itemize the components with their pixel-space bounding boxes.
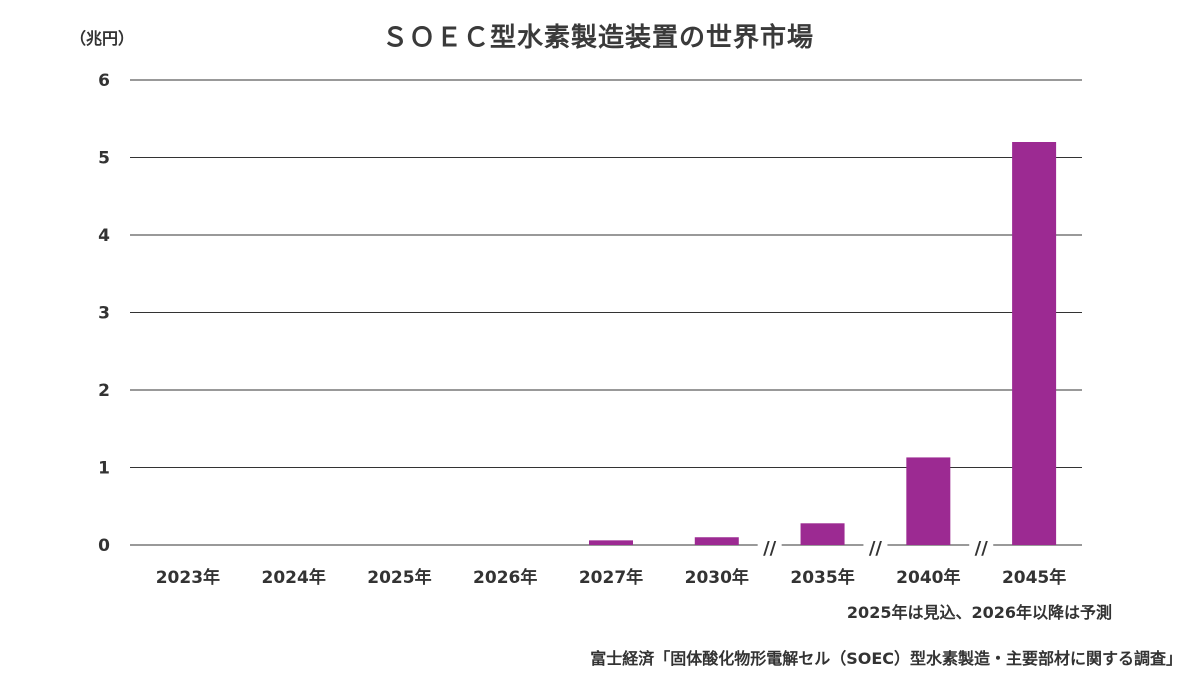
gridlines (130, 79, 1082, 546)
y-tick-label: 4 (98, 226, 110, 246)
y-axis-unit-label: （兆円） (70, 29, 134, 48)
x-tick-label: 2027年 (579, 567, 643, 588)
bars (589, 142, 1057, 545)
y-tick-label: 2 (98, 381, 110, 401)
forecast-note: 2025年は見込、2026年以降は予測 (847, 603, 1112, 622)
x-tick-label: 2040年 (896, 567, 960, 588)
axis-break-mark: // (869, 538, 883, 559)
y-tick-labels: 0 1 2 3 4 5 6 (98, 71, 110, 556)
x-tick-label: 2024年 (262, 567, 326, 588)
bar (906, 457, 951, 545)
axis-break-gap (969, 539, 994, 551)
bar (589, 540, 633, 545)
x-tick-label: 2035年 (790, 567, 854, 588)
y-tick-label: 6 (98, 71, 110, 91)
y-tick-label: 5 (98, 149, 110, 169)
axis-breaks: // // // (757, 538, 994, 559)
x-tick-labels: 2023年 2024年 2025年 2026年 2027年 2030年 2035年 2040年… (156, 567, 1067, 588)
x-tick-label: 2023年 (156, 567, 220, 588)
x-tick-label: 2026年 (473, 567, 537, 588)
y-tick-label: 3 (98, 304, 110, 324)
x-tick-label: 2030年 (685, 567, 749, 588)
source-citation: 富士経済「固体酸化物形電解セル（SOEC）型水素製造・主要部材に関する調査」 (590, 649, 1182, 668)
bar (694, 537, 739, 545)
x-tick-label: 2025年 (367, 567, 431, 588)
axis-break-mark: // (763, 538, 777, 559)
y-tick-label: 1 (98, 459, 110, 479)
y-tick-label: 0 (98, 536, 110, 556)
bar (1012, 142, 1057, 545)
axis-break-gap (757, 539, 782, 551)
axis-break-gap (863, 539, 888, 551)
bar (800, 523, 845, 545)
chart-title: ＳＯＥＣ型水素製造装置の世界市場 (382, 22, 814, 53)
axis-break-mark: // (975, 538, 989, 559)
x-tick-label: 2045年 (1002, 567, 1066, 588)
